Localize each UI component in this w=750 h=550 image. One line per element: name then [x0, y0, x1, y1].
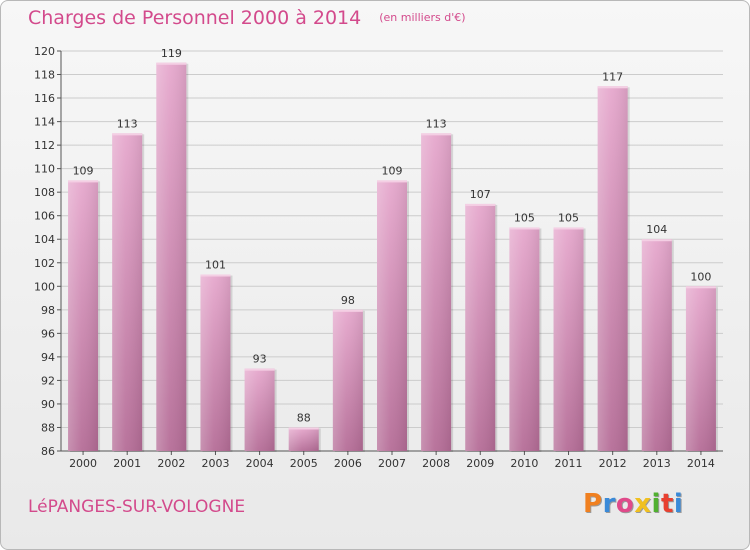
data-label: 105 — [558, 211, 579, 224]
y-tick-label: 118 — [34, 69, 55, 82]
data-label: 117 — [602, 70, 623, 83]
data-labels: 109 113 119 101 93 88 98 109 113 107 105 105 117 104 1… — [73, 47, 712, 425]
x-tick-label: 2009 — [466, 457, 494, 470]
data-label: 105 — [514, 211, 535, 224]
data-label: 93 — [253, 353, 267, 366]
y-tick-label: 102 — [34, 257, 55, 270]
bar-shine — [685, 286, 716, 451]
x-tick-label: 2006 — [334, 457, 362, 470]
y-tick-label: 106 — [34, 210, 55, 223]
bar-top-edge — [421, 133, 452, 136]
y-tick-label: 88 — [41, 421, 55, 434]
y-tick-label: 108 — [34, 186, 55, 199]
y-tick-label: 96 — [41, 327, 55, 340]
bar-top-edge — [288, 427, 319, 430]
data-label: 109 — [382, 164, 403, 177]
proxiti-logo[interactable]: Proxiti — [583, 489, 683, 519]
data-label: 113 — [117, 117, 138, 130]
logo-letter: P — [583, 489, 603, 519]
y-tick-label: 114 — [34, 116, 55, 129]
bar-shine — [200, 274, 231, 451]
data-label: 119 — [161, 47, 182, 60]
data-label: 98 — [341, 294, 355, 307]
bar-shine — [68, 180, 99, 452]
y-tick-label: 90 — [41, 398, 55, 411]
bar-shine — [377, 180, 407, 452]
bars — [68, 62, 718, 453]
bar-shine — [465, 203, 496, 451]
logo-letter: x — [634, 489, 652, 519]
bar-shine — [112, 133, 143, 451]
bar-shine — [597, 86, 628, 451]
bar-top-edge — [685, 286, 716, 289]
x-tick-label: 2003 — [201, 457, 229, 470]
y-tick-label: 92 — [41, 374, 55, 387]
data-label: 107 — [470, 188, 491, 201]
bar-top-edge — [597, 86, 628, 89]
chart-title-text: Charges de Personnel 2000 à 2014 — [28, 7, 362, 29]
logo-letter: i — [673, 489, 684, 519]
logo-letter: r — [602, 489, 616, 519]
bar-shine — [156, 62, 187, 451]
data-label: 101 — [205, 259, 226, 272]
bar-shine — [332, 309, 363, 451]
data-label: 100 — [690, 270, 711, 283]
x-tick-label: 2010 — [510, 457, 538, 470]
bar-top-edge — [112, 133, 143, 136]
logo-letter: o — [615, 489, 635, 519]
bar-top-edge — [509, 227, 540, 230]
x-tick-label: 2012 — [599, 457, 627, 470]
x-tick-label: 2008 — [422, 457, 450, 470]
bar-top-edge — [200, 274, 231, 277]
bar-top-edge — [377, 180, 407, 183]
chart-subtitle: (en milliers d'€) — [379, 11, 466, 24]
x-tick-label: 2004 — [246, 457, 274, 470]
bar-top-edge — [156, 62, 187, 65]
y-tick-label: 94 — [41, 351, 55, 364]
bar-top-edge — [553, 227, 584, 230]
x-tick-label: 2001 — [113, 457, 141, 470]
logo-letter: t — [660, 489, 674, 519]
bar-top-edge — [465, 203, 496, 206]
bar-top-edge — [641, 239, 672, 242]
commune-name: LéPANGES-SUR-VOLOGNE — [28, 497, 246, 517]
y-tick-label: 110 — [34, 163, 55, 176]
bar-shine — [509, 227, 540, 451]
bar-top-edge — [68, 180, 99, 183]
y-tick-label: 112 — [34, 139, 55, 152]
x-tick-label: 2007 — [378, 457, 406, 470]
bar-shine — [553, 227, 584, 451]
data-label: 113 — [426, 117, 447, 130]
chart-title: Charges de Personnel 2000 à 2014 (en mill… — [28, 7, 466, 29]
bar-top-edge — [244, 368, 275, 371]
y-tick-label: 116 — [34, 92, 55, 105]
y-tick-label: 104 — [34, 233, 55, 246]
logo-letter: i — [651, 489, 661, 519]
axes: 86 88 90 92 94 96 98 100 102 104 106 108 110 112 114 11… — [34, 45, 723, 470]
bar-shine — [641, 239, 672, 451]
y-tick-label: 86 — [41, 445, 55, 458]
x-tick-label: 2014 — [687, 457, 715, 470]
x-tick-label: 2011 — [555, 457, 583, 470]
y-tick-label: 120 — [34, 45, 55, 58]
x-tick-label: 2013 — [643, 457, 671, 470]
y-tick-label: 98 — [41, 304, 55, 317]
bar-shine — [244, 368, 275, 451]
x-tick-label: 2002 — [157, 457, 185, 470]
x-tick-label: 2000 — [69, 457, 97, 470]
data-label: 109 — [73, 164, 94, 177]
data-label: 104 — [646, 223, 667, 236]
bar-top-edge — [332, 309, 363, 312]
bar-shine — [288, 427, 319, 451]
data-label: 88 — [297, 411, 311, 424]
bar-shine — [421, 133, 452, 451]
y-tick-label: 100 — [34, 280, 55, 293]
x-tick-label: 2005 — [290, 457, 318, 470]
